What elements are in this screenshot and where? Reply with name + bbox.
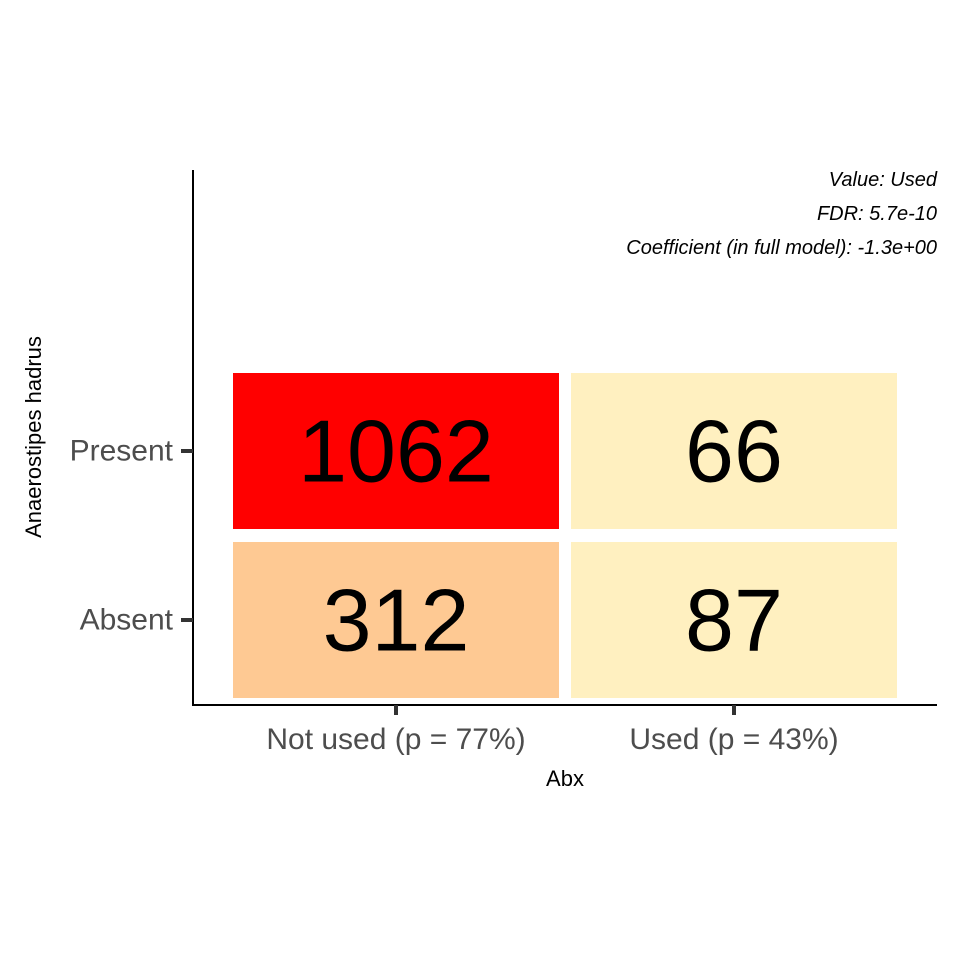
cell-value-label: 87: [685, 571, 783, 670]
x-tick-label: Not used (p = 77%): [266, 723, 525, 756]
annotations-layer: Value: Used FDR: 5.7e-10 Coefficient (in f…: [626, 169, 938, 259]
y-tick-label: Present: [70, 435, 174, 468]
cell-value-label: 312: [323, 571, 470, 670]
x-tick-label: Used (p = 43%): [629, 723, 838, 756]
annotation-line: FDR: 5.7e-10: [817, 203, 937, 225]
axes-layer: [192, 170, 937, 706]
cells-layer: 1062 66 312 87: [233, 373, 897, 698]
annotation-line: Value: Used: [829, 169, 938, 191]
heatmap-cell: [571, 542, 897, 698]
ticks-layer: Not used (p = 77%) Used (p = 43%) Present A…: [70, 435, 839, 757]
heatmap-cell: [233, 373, 559, 529]
annotation-line: Coefficient (in full model): -1.3e+00: [626, 237, 937, 259]
cell-value-label: 66: [685, 402, 783, 501]
y-tick-label: Absent: [80, 604, 174, 637]
x-axis-title: Abx: [546, 766, 584, 791]
heatmap-cell: [233, 542, 559, 698]
y-axis-title: Anaerostipes hadrus: [21, 336, 46, 538]
heatmap-cell: [571, 373, 897, 529]
cell-value-label: 1062: [298, 402, 494, 501]
